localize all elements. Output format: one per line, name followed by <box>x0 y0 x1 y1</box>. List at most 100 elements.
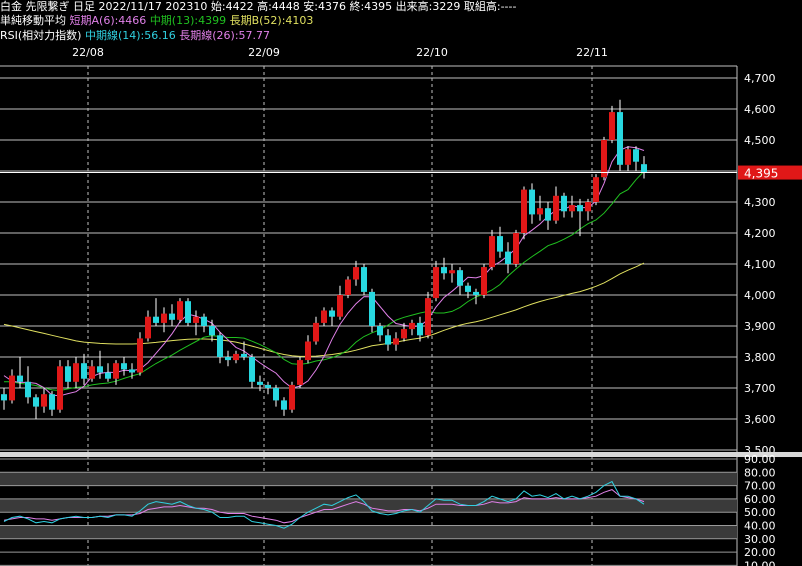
candle-body <box>425 298 431 336</box>
candle <box>25 366 31 404</box>
candle <box>465 282 471 299</box>
ma-short-series <box>3 146 645 397</box>
candle <box>281 397 287 416</box>
candle <box>577 198 583 237</box>
candle-body <box>545 208 551 221</box>
candle-body <box>473 291 479 295</box>
candle <box>209 319 215 342</box>
candle <box>233 350 239 364</box>
candle <box>529 183 535 224</box>
rsi-long-series <box>3 489 645 524</box>
candle <box>41 388 47 413</box>
candle <box>153 298 159 326</box>
price-tick-label: 4,200 <box>744 227 776 240</box>
candle <box>105 363 111 382</box>
candle <box>401 322 407 342</box>
rsi-tick-label: 30.00 <box>744 533 776 546</box>
rsi-tick-label: 20.00 <box>744 546 776 559</box>
candle <box>385 329 391 351</box>
candle <box>425 291 431 339</box>
ma-mid-label: 中期(13):4399 <box>149 14 227 27</box>
candle-body <box>145 316 151 339</box>
x-tick-label: 22/11 <box>576 46 608 59</box>
candle <box>537 195 543 221</box>
candle-body <box>81 363 87 379</box>
candle-body <box>257 381 263 385</box>
candle-body <box>97 366 103 373</box>
candle-body <box>433 267 439 299</box>
candle-body <box>177 301 183 320</box>
candle-body <box>1 394 7 401</box>
candle-body <box>345 279 351 295</box>
candle <box>417 316 423 342</box>
candle-body <box>225 357 231 361</box>
candle-body <box>169 313 175 320</box>
candle <box>457 267 463 295</box>
candle-body <box>625 149 631 165</box>
x-tick-label: 22/08 <box>72 46 104 59</box>
candle <box>273 384 279 407</box>
candle <box>377 322 383 342</box>
candle <box>137 332 143 376</box>
price-tick-label: 4,300 <box>744 196 776 209</box>
candle <box>505 242 511 274</box>
candle <box>409 319 415 336</box>
candle-body <box>25 381 31 398</box>
pane-separator <box>0 452 802 457</box>
candle-body <box>537 208 543 215</box>
candle <box>585 198 591 221</box>
candle <box>353 260 359 286</box>
price-grid <box>0 77 737 451</box>
candle-body <box>65 366 71 382</box>
candle <box>89 360 95 382</box>
ma-short-label: 短期A(6):4466 <box>69 14 147 27</box>
candle-body <box>137 338 143 373</box>
candle <box>201 313 207 333</box>
candle-body <box>233 353 239 361</box>
candle <box>593 174 599 206</box>
candle-body <box>9 375 15 401</box>
candle <box>641 156 647 179</box>
rsi-band <box>0 525 737 539</box>
rsi-tick-label: 70.00 <box>744 480 776 493</box>
candle-body <box>273 388 279 401</box>
candle-body <box>113 363 119 379</box>
candle <box>1 388 7 410</box>
candle <box>225 350 231 367</box>
candle-body <box>593 177 599 202</box>
candle <box>113 360 119 385</box>
candle <box>601 136 607 181</box>
x-tick-label: 22/09 <box>248 46 280 59</box>
rsi-tick-label: 10.00 <box>744 559 776 566</box>
candle-body <box>457 270 463 286</box>
candle <box>145 310 151 342</box>
candle <box>161 307 167 333</box>
candle <box>289 381 295 413</box>
rsi-mid-series <box>3 480 645 529</box>
candle-body <box>161 313 167 323</box>
rsi-long-label: 長期線(26):57.77 <box>179 29 271 42</box>
candle-body <box>361 267 367 292</box>
header-quote-line: 白金 先限繋ぎ 日足 2022/11/17 202310 始:4422 高:44… <box>0 0 516 14</box>
candle <box>177 298 183 323</box>
candle <box>513 229 519 268</box>
rsi-tick-label: 50.00 <box>744 506 776 519</box>
candle-body <box>561 195 567 212</box>
candle-body <box>129 369 135 373</box>
candle <box>49 391 55 416</box>
candle-body <box>89 366 95 379</box>
price-tick-label: 3,600 <box>744 413 776 426</box>
rsi-mid-label: 中期線(14):56.16 <box>84 29 176 42</box>
candle <box>17 357 23 388</box>
candle-body <box>609 112 615 140</box>
x-tick-label: 22/10 <box>416 46 448 59</box>
candle <box>617 99 623 171</box>
candle <box>129 363 135 379</box>
candle-body <box>641 164 647 173</box>
candle <box>473 288 479 305</box>
candle-body <box>297 360 303 385</box>
price-tick-label: 3,700 <box>744 382 776 395</box>
price-tick-label: 4,000 <box>744 289 776 302</box>
rsi-tick-label: 60.00 <box>744 493 776 506</box>
